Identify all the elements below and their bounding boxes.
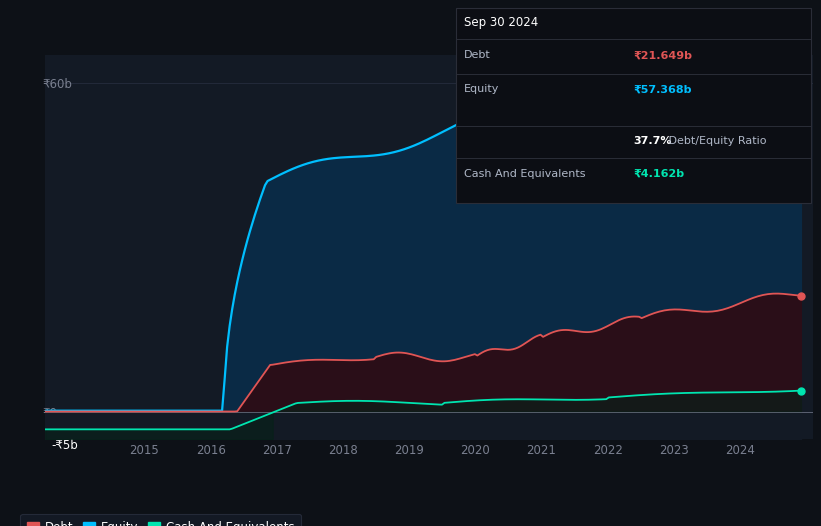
- Text: ₹57.368b: ₹57.368b: [634, 84, 692, 95]
- Text: ₹4.162b: ₹4.162b: [634, 168, 685, 179]
- Text: -₹5b: -₹5b: [52, 439, 79, 452]
- Text: Debt/Equity Ratio: Debt/Equity Ratio: [665, 136, 766, 146]
- Text: Sep 30 2024: Sep 30 2024: [464, 16, 538, 29]
- Text: Equity: Equity: [464, 84, 499, 95]
- Text: ₹21.649b: ₹21.649b: [634, 50, 692, 60]
- Text: 37.7%: 37.7%: [634, 136, 672, 146]
- Legend: Debt, Equity, Cash And Equivalents: Debt, Equity, Cash And Equivalents: [21, 514, 301, 526]
- Text: Cash And Equivalents: Cash And Equivalents: [464, 168, 585, 179]
- Text: Debt: Debt: [464, 50, 491, 60]
